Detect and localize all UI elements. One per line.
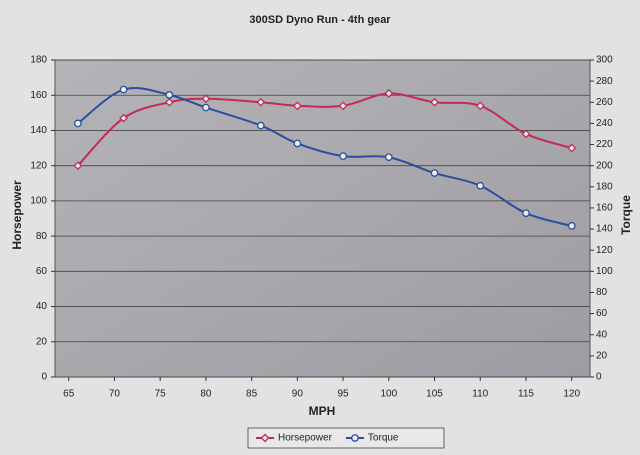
y2-tick-label: 60 bbox=[596, 308, 608, 319]
y2-tick-label: 300 bbox=[596, 55, 613, 66]
legend-label: Horsepower bbox=[278, 433, 333, 444]
y-tick-label: 160 bbox=[30, 90, 47, 101]
data-point bbox=[165, 91, 174, 99]
y2-tick-label: 100 bbox=[596, 266, 613, 277]
legend-marker bbox=[260, 433, 270, 443]
data-point bbox=[256, 121, 265, 130]
y2-tick-label: 200 bbox=[596, 160, 613, 171]
data-point bbox=[292, 101, 302, 111]
data-point bbox=[475, 101, 485, 111]
y-tick-label: 120 bbox=[30, 160, 47, 171]
y-tick-label: 140 bbox=[30, 125, 47, 136]
data-point bbox=[567, 222, 576, 230]
x-tick-label: 80 bbox=[200, 389, 212, 400]
x-tick-label: 70 bbox=[109, 389, 121, 400]
y-tick-label: 20 bbox=[36, 336, 48, 347]
x-tick-label: 90 bbox=[292, 389, 304, 400]
x-tick-label: 105 bbox=[426, 389, 443, 400]
data-point bbox=[567, 143, 577, 153]
y-tick-label: 40 bbox=[36, 301, 48, 312]
data-point bbox=[384, 89, 394, 98]
y2-tick-label: 80 bbox=[596, 287, 608, 298]
legend-marker bbox=[351, 434, 359, 442]
x-tick-label: 120 bbox=[563, 389, 580, 400]
plot-area bbox=[54, 59, 591, 378]
data-point bbox=[293, 139, 302, 148]
y2-tick-label: 280 bbox=[596, 76, 613, 87]
x-tick-label: 65 bbox=[63, 389, 75, 400]
y2-tick-label: 240 bbox=[596, 118, 613, 129]
legend-label: Torque bbox=[368, 433, 399, 444]
y-tick-label: 80 bbox=[36, 231, 48, 242]
y2-axis-title: Torque bbox=[619, 195, 633, 235]
y2-tick-label: 40 bbox=[596, 329, 608, 340]
data-point bbox=[339, 152, 347, 161]
data-point bbox=[119, 113, 129, 123]
x-tick-label: 95 bbox=[338, 389, 350, 400]
y-tick-label: 100 bbox=[30, 196, 47, 207]
x-tick-label: 110 bbox=[472, 389, 488, 400]
data-point bbox=[384, 153, 393, 162]
data-point bbox=[201, 94, 211, 104]
x-tick-label: 85 bbox=[246, 389, 258, 400]
y2-tick-label: 220 bbox=[596, 139, 613, 150]
y2-tick-label: 20 bbox=[596, 351, 608, 362]
data-point bbox=[430, 169, 439, 177]
x-axis-title: MPH bbox=[309, 404, 336, 418]
data-point bbox=[74, 119, 82, 128]
data-point bbox=[522, 209, 530, 218]
y-tick-label: 0 bbox=[41, 372, 47, 383]
x-tick-label: 115 bbox=[518, 389, 534, 400]
y2-tick-label: 0 bbox=[596, 372, 602, 383]
data-point bbox=[256, 97, 266, 107]
data-point bbox=[202, 103, 210, 112]
y-tick-label: 60 bbox=[36, 266, 48, 277]
data-point bbox=[476, 181, 485, 190]
chart-title: 300SD Dyno Run - 4th gear bbox=[249, 14, 391, 26]
data-point bbox=[521, 129, 531, 139]
y2-tick-label: 160 bbox=[596, 203, 613, 214]
x-tick-label: 100 bbox=[380, 389, 397, 400]
y-axis-title: Horsepower bbox=[10, 180, 24, 250]
y2-tick-label: 260 bbox=[596, 97, 613, 108]
data-point bbox=[430, 97, 439, 107]
data-point bbox=[338, 101, 348, 111]
data-point bbox=[119, 85, 128, 94]
y2-tick-label: 140 bbox=[596, 224, 613, 235]
y2-tick-label: 120 bbox=[596, 245, 613, 256]
data-point bbox=[164, 97, 174, 107]
x-tick-label: 75 bbox=[155, 389, 167, 400]
y2-tick-label: 180 bbox=[596, 181, 613, 192]
data-point bbox=[73, 161, 83, 171]
y-tick-label: 180 bbox=[30, 55, 47, 66]
